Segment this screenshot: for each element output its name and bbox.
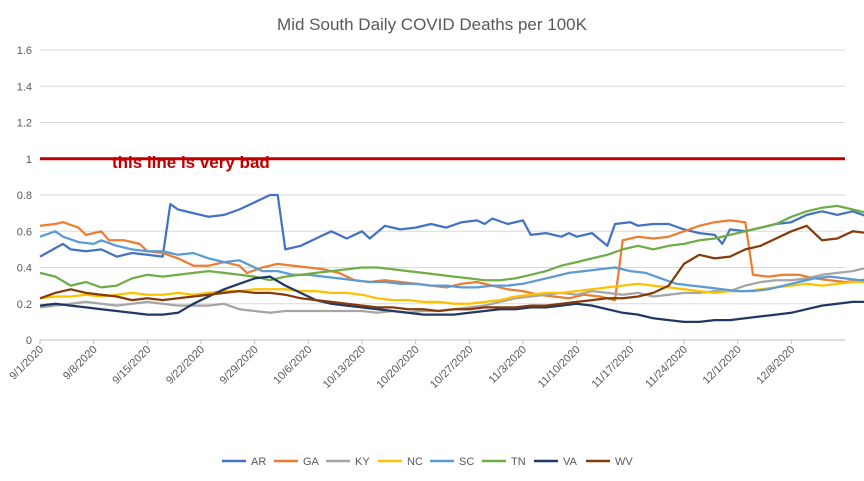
x-tick-label: 9/8/2020 xyxy=(61,344,100,383)
x-tick-label: 12/8/2020 xyxy=(754,344,797,387)
x-tick-label: 10/27/2020 xyxy=(428,344,475,391)
series-line-sc xyxy=(39,230,864,293)
legend-label-ga: GA xyxy=(303,456,320,468)
legend-label-sc: SC xyxy=(459,456,474,468)
x-tick-label: 9/29/2020 xyxy=(218,344,261,387)
legend-label-wv: WV xyxy=(615,456,633,468)
y-tick-label: 1 xyxy=(26,154,32,166)
legend-label-nc: NC xyxy=(407,456,423,468)
y-tick-label: 0.8 xyxy=(17,190,32,202)
x-axis-ticks: 9/1/2020 9/8/2020 9/15/2020 9/22/2020 9/29/2… xyxy=(7,340,797,391)
y-tick-label: 0.4 xyxy=(17,263,32,275)
reference-line-annotation: this line is very bad xyxy=(112,153,270,172)
y-tick-label: 1.6 xyxy=(17,45,32,57)
x-tick-label: 12/1/2020 xyxy=(701,344,744,387)
series-line-wv xyxy=(39,224,864,313)
series-line-ky xyxy=(39,267,864,314)
x-tick-label: 9/22/2020 xyxy=(164,344,207,387)
x-tick-label: 10/6/2020 xyxy=(271,344,314,387)
x-tick-label: 11/10/2020 xyxy=(536,344,583,391)
y-tick-label: 1.2 xyxy=(17,118,32,130)
legend-label-va: VA xyxy=(563,456,578,468)
chart-title: Mid South Daily COVID Deaths per 100K xyxy=(277,15,588,34)
gridlines xyxy=(40,49,845,341)
x-tick-label: 11/17/2020 xyxy=(590,344,637,391)
x-tick-label: 9/1/2020 xyxy=(7,344,46,383)
y-tick-label: 0.2 xyxy=(17,299,32,311)
legend-label-tn: TN xyxy=(511,456,526,468)
series-line-nc xyxy=(39,280,864,305)
y-tick-label: 1.4 xyxy=(17,81,32,93)
reference-line-group: this line is very bad xyxy=(40,153,845,172)
y-tick-label: 0.6 xyxy=(17,226,32,238)
series-line-ga xyxy=(39,219,864,302)
series-line-va xyxy=(39,275,864,324)
series-line-tn xyxy=(39,204,864,289)
y-axis-ticks: 0 0.2 0.4 0.6 0.8 1 1.2 1.4 1.6 xyxy=(17,45,32,347)
x-tick-label: 10/13/2020 xyxy=(321,344,368,391)
x-tick-label: 10/20/2020 xyxy=(374,344,421,391)
x-tick-label: 9/15/2020 xyxy=(110,344,153,387)
series-lines xyxy=(39,193,864,324)
y-tick-label: 0 xyxy=(26,335,32,347)
x-tick-label: 11/3/2020 xyxy=(487,344,530,387)
series-line-ar xyxy=(39,193,864,258)
legend-label-ky: KY xyxy=(355,456,370,468)
legend-label-ar: AR xyxy=(251,456,266,468)
x-tick-label: 11/24/2020 xyxy=(643,344,690,391)
legend: AR GA KY NC SC TN VA WV xyxy=(222,456,633,468)
